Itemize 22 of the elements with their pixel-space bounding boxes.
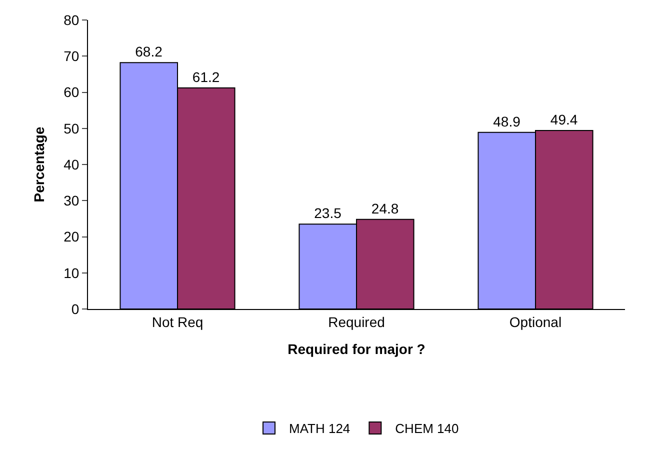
legend-label: MATH 124 — [289, 421, 350, 436]
y-tick-label: 20 — [64, 228, 80, 245]
data-label: 61.2 — [192, 68, 220, 85]
y-tick-label: 60 — [64, 84, 80, 100]
x-axis-title: Required for major ? — [288, 341, 426, 358]
y-axis-title: Percentage — [31, 126, 48, 202]
data-label: 48.9 — [493, 113, 521, 130]
y-tick-label: 0 — [71, 300, 80, 317]
y-tick-label: 40 — [64, 156, 80, 172]
legend-label: CHEM 140 — [395, 421, 459, 436]
x-tick-label: Not Req — [152, 314, 204, 330]
y-tick-label: 10 — [64, 264, 80, 281]
data-label: 24.8 — [371, 200, 399, 216]
y-tick-label: 50 — [64, 120, 80, 136]
x-tick-label: Required — [328, 314, 385, 330]
y-tick-label: 80 — [64, 12, 80, 28]
x-tick-label: Optional — [509, 314, 562, 330]
y-tick-label: 70 — [64, 48, 80, 64]
data-label: 49.4 — [550, 112, 578, 128]
data-label: 68.2 — [135, 44, 163, 60]
y-tick-label: 30 — [64, 192, 80, 209]
data-label: 23.5 — [314, 205, 342, 222]
